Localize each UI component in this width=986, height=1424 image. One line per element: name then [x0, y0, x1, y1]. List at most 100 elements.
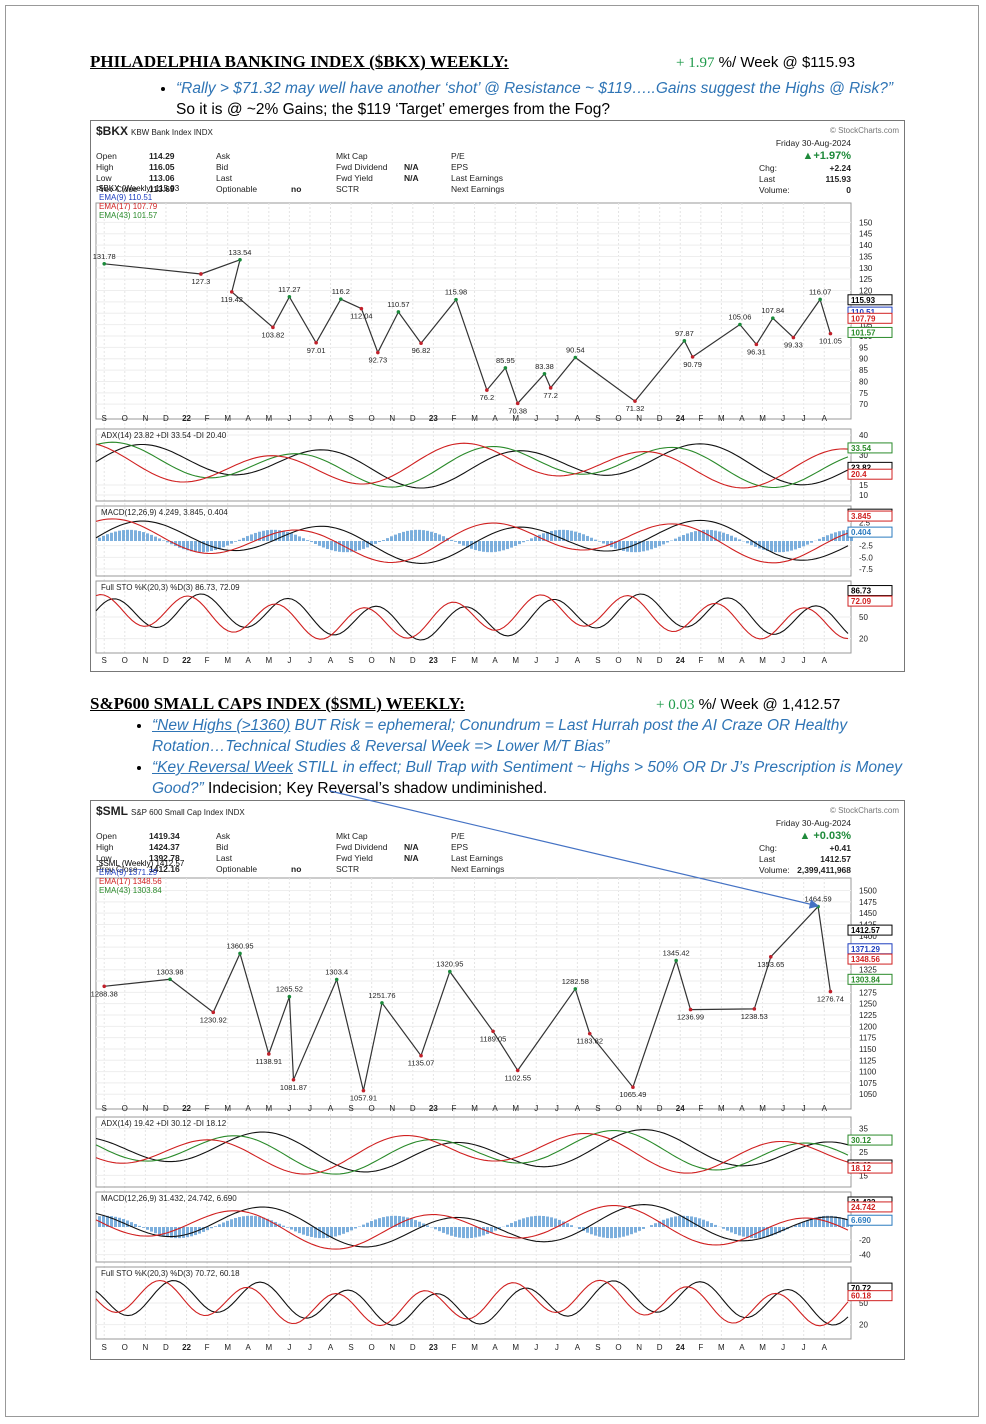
price-annotation: 110.57 [387, 300, 409, 309]
histogram-deco [298, 536, 301, 541]
info-label: High [96, 842, 114, 852]
histogram-deco [826, 535, 829, 541]
info-value: no [291, 184, 301, 194]
histogram-deco [134, 530, 137, 541]
histogram-deco [442, 1227, 445, 1233]
histogram-deco [778, 541, 781, 553]
month-label: O [122, 1343, 128, 1352]
month-label: M [224, 1104, 231, 1113]
histogram-deco [618, 1227, 621, 1238]
histogram-deco [278, 530, 281, 541]
month-label: J [308, 1104, 312, 1113]
price-annotation: 97.01 [307, 346, 326, 355]
histogram-deco [782, 1227, 785, 1232]
histogram-deco [534, 536, 537, 541]
histogram-deco [746, 1227, 749, 1238]
swing-point [573, 355, 578, 360]
swing-point [542, 371, 547, 376]
value-tag-label: 30.12 [851, 1136, 872, 1145]
bullet-text: So it is @ ~2% Gains; the $119 ‘Target’ … [176, 101, 611, 118]
month-label: M [265, 414, 272, 423]
month-label: M [265, 656, 272, 665]
info-value: 2,399,411,968 [797, 865, 851, 875]
histogram-deco [586, 535, 589, 541]
histogram-deco [518, 541, 521, 545]
price-annotation: 107.84 [761, 306, 784, 315]
price-annotation: 119.42 [221, 295, 243, 304]
info-label: Prev Close [96, 864, 138, 874]
y-tick-label: 15 [859, 1171, 868, 1180]
swing-point [771, 316, 775, 320]
histogram-deco [222, 1222, 225, 1227]
y-tick-label: 95 [859, 343, 868, 352]
info-label: EPS [451, 842, 468, 852]
month-label: M [759, 414, 766, 423]
histogram-deco [634, 1227, 637, 1233]
source: © StockCharts.com [830, 126, 899, 135]
histogram-deco [458, 541, 461, 544]
info-label: Mkt Cap [336, 151, 368, 161]
histogram-deco [562, 529, 565, 541]
price-annotation: 83.38 [535, 362, 554, 371]
histogram-deco [302, 1227, 305, 1235]
month-label: O [122, 656, 128, 665]
bullet: “New Highs (>1360) BUT Risk = ephemeral;… [152, 715, 912, 757]
month-label: D [163, 656, 169, 665]
price-annotation: 70.38 [508, 406, 527, 415]
month-label: J [781, 1343, 785, 1352]
histogram-deco [330, 1227, 333, 1238]
histogram-deco [234, 541, 237, 542]
histogram-deco [782, 541, 785, 552]
histogram-deco [658, 1221, 661, 1227]
histogram-deco [290, 1227, 293, 1230]
histogram-deco [830, 533, 833, 541]
histogram-deco [842, 530, 845, 541]
month-label: M [512, 1104, 519, 1113]
histogram-deco [474, 541, 477, 551]
histogram-deco [286, 531, 289, 541]
month-label: J [781, 414, 785, 423]
y-tick-label: 1100 [859, 1068, 877, 1077]
price-annotation: 1138.91 [256, 1057, 283, 1066]
histogram-deco [198, 541, 201, 553]
swing-point [267, 1052, 271, 1056]
histogram-deco [498, 541, 501, 552]
bullet: “Key Reversal Week STILL in effect; Bull… [152, 757, 912, 799]
month-label: J [781, 1104, 785, 1113]
histogram-deco [438, 534, 441, 541]
month-label: J [287, 414, 291, 423]
price-annotation: 133.54 [229, 248, 252, 257]
histogram-deco [674, 538, 677, 541]
histogram-deco [342, 541, 345, 553]
histogram-deco [622, 1227, 625, 1237]
swing-point [548, 386, 553, 390]
histogram-deco [490, 1227, 493, 1233]
histogram-deco [394, 534, 397, 541]
histogram-deco [202, 541, 205, 553]
month-label: F [452, 414, 457, 423]
histogram-deco [426, 530, 429, 541]
price-annotation: 1189.05 [480, 1034, 507, 1043]
swing-point [682, 339, 687, 343]
month-label: J [555, 1104, 559, 1113]
swing-point [396, 310, 401, 314]
histogram-deco [730, 1227, 733, 1233]
histogram-deco [498, 1227, 501, 1229]
info-value: 1419.34 [149, 831, 180, 841]
price-annotation: 1276.74 [817, 995, 844, 1004]
y-tick-label: 145 [859, 230, 873, 239]
histogram-deco [434, 533, 437, 541]
histogram-deco [770, 1227, 773, 1236]
month-label: J [534, 656, 538, 665]
histogram-deco [370, 1221, 373, 1227]
histogram-deco [154, 1227, 157, 1234]
histogram-deco [602, 541, 605, 544]
histogram-deco [246, 1215, 249, 1227]
month-label: N [142, 1104, 148, 1113]
indicator-line [95, 518, 849, 564]
histogram-deco [598, 1227, 601, 1237]
y-tick-label: -40 [859, 1251, 871, 1260]
date: Friday 30-Aug-2024 [776, 138, 851, 148]
swing-point [491, 1029, 495, 1034]
histogram-deco [138, 1225, 141, 1227]
